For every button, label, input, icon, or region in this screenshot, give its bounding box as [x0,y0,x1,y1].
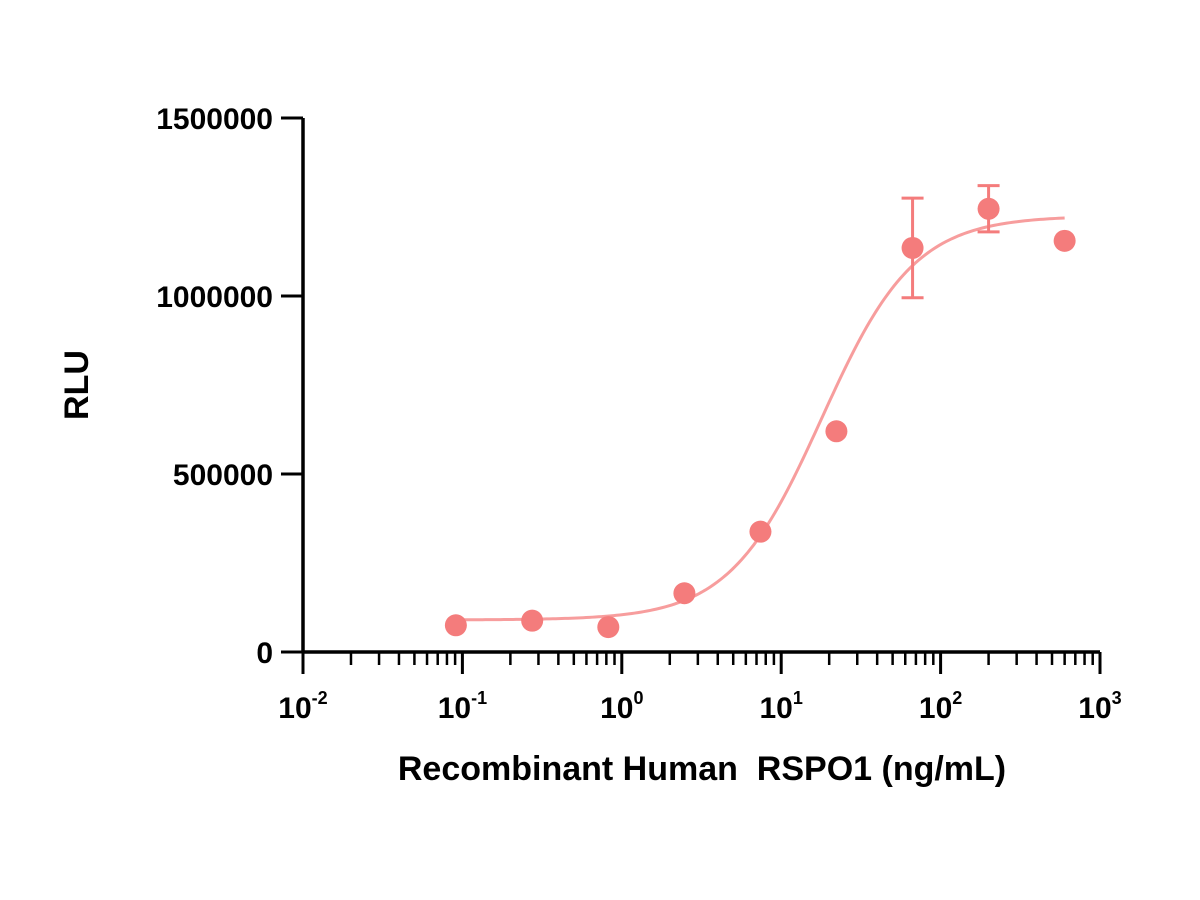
data-point [597,616,620,639]
data-point [825,420,848,443]
data-point [673,582,696,605]
y-axis-title: RLU [58,350,96,420]
y-tick-labels: 0 500000 1000000 1500000 [156,103,273,670]
x-tick-label: 10-2 [278,688,327,725]
x-tick-label: 10-1 [438,688,487,725]
data-point [901,236,924,259]
y-tick-label: 1500000 [156,103,273,136]
x-tick-label: 100 [600,688,643,725]
x-tick-label: 101 [760,688,803,725]
fit-curve [455,216,1065,622]
data-point [444,614,467,637]
data-points [444,197,1076,639]
x-axis-title: Recombinant Human RSPO1 (ng/mL) [398,750,1006,788]
x-tick-label: 103 [1078,688,1121,725]
data-point [1053,229,1076,252]
x-tick-labels: 10-2 10-1 100 101 102 103 [278,688,1121,725]
x-minor-ticks [349,652,1094,665]
y-tick-label: 500000 [173,459,273,492]
y-tick-label: 0 [256,637,273,670]
data-point [749,520,772,543]
data-point [977,197,1000,220]
data-point [521,609,544,632]
x-tick-label: 102 [919,688,962,725]
y-tick-label: 1000000 [156,281,273,314]
x-major-ticks [301,652,1102,674]
y-ticks [281,116,303,654]
